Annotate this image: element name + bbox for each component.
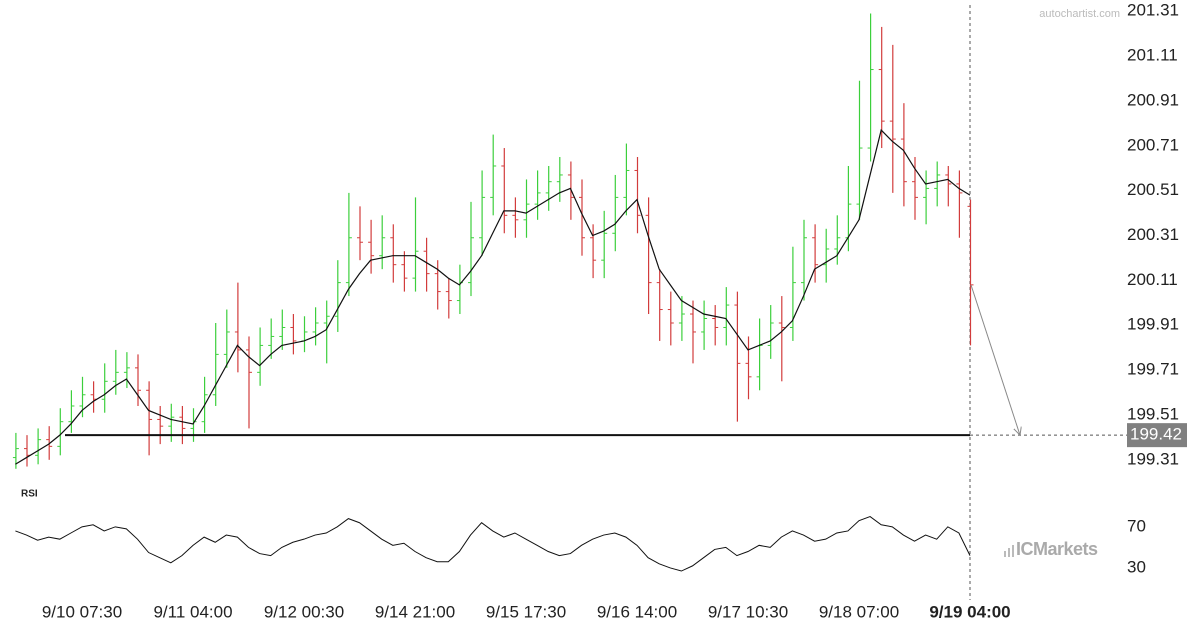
brand-logo: ICMarkets	[1004, 539, 1099, 559]
y-tick-label: 199.31	[1127, 449, 1179, 468]
y-tick-label: 201.31	[1127, 1, 1179, 20]
y-tick-label: 199.51	[1127, 404, 1179, 423]
x-tick-label: 9/16 14:00	[597, 602, 677, 621]
ohlc-bars	[12, 13, 974, 469]
x-tick-label: 9/14 21:00	[375, 602, 455, 621]
x-tick-label: 9/10 07:30	[42, 602, 122, 621]
x-tick-label: 9/19 04:00	[929, 602, 1010, 621]
moving-average	[15, 128, 971, 465]
rsi-title: RSI	[21, 489, 38, 500]
level-label: 199.42	[1130, 425, 1182, 444]
y-tick-label: 200.51	[1127, 180, 1179, 199]
y-tick-label: 201.11	[1127, 46, 1178, 65]
x-tick-label: 9/17 10:30	[708, 602, 788, 621]
y-tick-label: 200.11	[1127, 270, 1178, 289]
x-tick-label: 9/11 04:00	[153, 602, 232, 621]
logo-bar	[1012, 545, 1014, 557]
level-label-box	[1127, 423, 1187, 448]
rsi-line	[15, 515, 971, 572]
brand: ICMarkets	[1016, 539, 1098, 559]
y-tick-label: 199.71	[1127, 360, 1179, 379]
y-tick-label: 200.31	[1127, 225, 1179, 244]
y-tick-label: 199.91	[1127, 315, 1179, 334]
logo-bar	[1008, 548, 1010, 557]
logo-bar	[1004, 551, 1006, 557]
y-tick-label: 200.91	[1127, 90, 1179, 109]
x-tick-label: 9/12 00:30	[264, 602, 344, 621]
rsi-tick-label: 30	[1127, 557, 1146, 576]
x-tick-label: 9/15 17:30	[486, 602, 566, 621]
rsi-tick-label: 70	[1127, 516, 1146, 535]
y-tick-label: 200.71	[1127, 135, 1179, 154]
watermark: autochartist.com	[1039, 8, 1120, 20]
x-tick-label: 9/18 07:00	[819, 602, 899, 621]
projection-arrow	[970, 284, 1020, 435]
